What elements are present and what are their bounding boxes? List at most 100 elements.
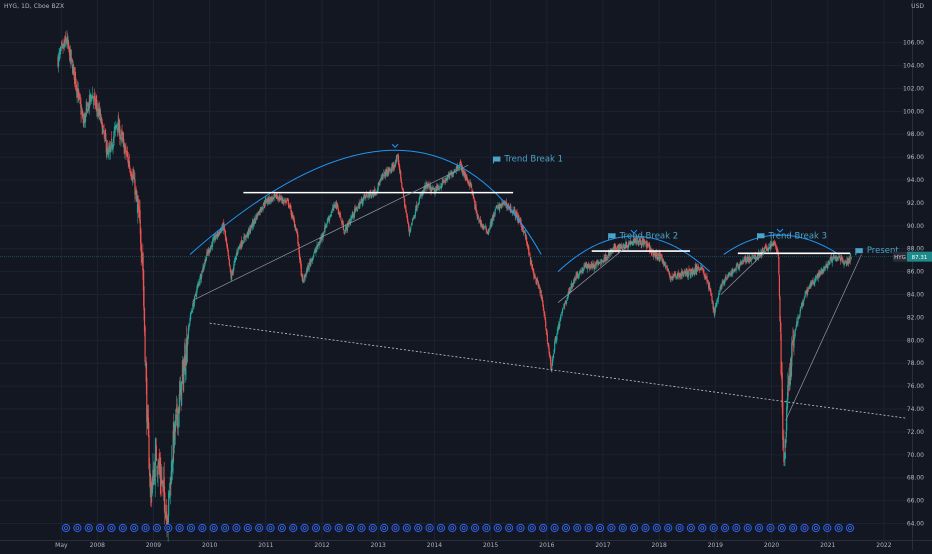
y-tick-label: 74.00 xyxy=(907,406,924,413)
candle-body xyxy=(742,260,745,263)
candle-body xyxy=(609,249,611,255)
candle-body xyxy=(102,127,104,132)
dividend-icon-inner xyxy=(507,526,511,530)
candle-body xyxy=(836,257,838,261)
candle-body xyxy=(407,223,410,228)
dividend-icon-inner xyxy=(586,526,591,530)
candle-body xyxy=(279,195,281,201)
candle-body xyxy=(421,193,423,197)
dividend-icon-inner xyxy=(677,526,682,530)
x-tick-label: 2013 xyxy=(371,542,386,549)
candle-body xyxy=(346,222,348,232)
candle-body xyxy=(502,201,505,205)
dividend-icon-inner xyxy=(723,526,727,530)
candle-body xyxy=(131,179,133,181)
candle-body xyxy=(750,259,752,261)
candle-body xyxy=(227,247,229,252)
flag-icon xyxy=(492,156,501,164)
candle-body xyxy=(706,275,708,282)
candle-body xyxy=(456,165,459,169)
candle-body xyxy=(829,257,832,261)
candle-body xyxy=(73,66,75,80)
candle-body xyxy=(777,252,779,257)
candle-body xyxy=(407,221,409,224)
candle-body xyxy=(676,274,678,279)
candle-body xyxy=(709,288,711,292)
candle-body xyxy=(613,247,615,251)
candle-body xyxy=(470,182,472,185)
candle-body xyxy=(681,271,683,276)
candle-body xyxy=(615,246,617,250)
candle-body xyxy=(163,477,165,496)
y-tick-label: 96.00 xyxy=(907,154,924,161)
candle-body xyxy=(313,251,315,254)
candle-body xyxy=(827,266,829,269)
candle-body xyxy=(126,153,128,155)
candle-body xyxy=(296,230,298,232)
candle-body xyxy=(645,241,647,243)
candle-body xyxy=(84,112,87,122)
candle-body xyxy=(683,272,685,275)
dividend-icon xyxy=(311,523,321,533)
candle-body xyxy=(223,222,225,226)
candle-body xyxy=(181,381,183,406)
dividend-icon-inner xyxy=(450,526,455,530)
dividend-icon xyxy=(84,523,93,533)
events-row xyxy=(61,523,855,533)
candle-body xyxy=(551,359,554,367)
candle-body xyxy=(370,192,372,197)
candle-body xyxy=(578,275,580,277)
candle-body xyxy=(389,169,391,171)
candle-body xyxy=(277,196,279,199)
candle-body xyxy=(350,218,352,223)
candle-body xyxy=(229,265,231,268)
candle-body xyxy=(686,270,688,276)
candle-body xyxy=(446,175,448,181)
dividend-icon xyxy=(743,523,752,533)
x-tick-label: 2011 xyxy=(258,542,273,549)
flag-icon xyxy=(608,233,616,241)
dividend-icon-inner xyxy=(461,526,466,530)
candle-body xyxy=(268,197,270,202)
candle-body xyxy=(354,208,356,215)
candle-body xyxy=(532,267,534,271)
candle-body xyxy=(537,282,539,288)
dividend-icon xyxy=(368,523,377,533)
dividend-icon xyxy=(448,523,457,533)
dividend-icon-inner xyxy=(620,526,625,530)
candle-body xyxy=(60,46,62,47)
candles-group xyxy=(57,30,852,542)
candle-body xyxy=(398,163,400,167)
candle-body xyxy=(841,256,843,261)
candle-body xyxy=(300,264,302,276)
candle-body xyxy=(478,219,480,221)
candle-body xyxy=(736,264,738,266)
candle-body xyxy=(544,317,546,320)
candle-body xyxy=(640,239,642,244)
candle-body xyxy=(543,311,546,317)
candle-body xyxy=(265,199,268,202)
candle-body xyxy=(294,226,296,228)
candle-body xyxy=(454,172,456,173)
candle-body xyxy=(242,242,244,244)
candle-body xyxy=(843,262,845,265)
candle-body xyxy=(751,256,753,260)
candle-body xyxy=(711,296,713,302)
candle-body xyxy=(668,270,670,273)
dividend-icon-inner xyxy=(666,526,671,530)
dividend-icon-inner xyxy=(314,526,318,530)
dividend-icon-inner xyxy=(211,526,216,530)
candle-body xyxy=(134,179,136,195)
candle-body xyxy=(541,296,543,301)
candle-body xyxy=(203,265,205,270)
dividend-icon xyxy=(266,523,275,533)
candle-body xyxy=(167,516,169,526)
candle-body xyxy=(352,212,354,217)
candle-body xyxy=(558,324,560,330)
dividend-icon-inner xyxy=(530,526,534,530)
candle-body xyxy=(481,222,483,227)
candle-body xyxy=(693,269,696,276)
candle-body xyxy=(780,333,782,375)
